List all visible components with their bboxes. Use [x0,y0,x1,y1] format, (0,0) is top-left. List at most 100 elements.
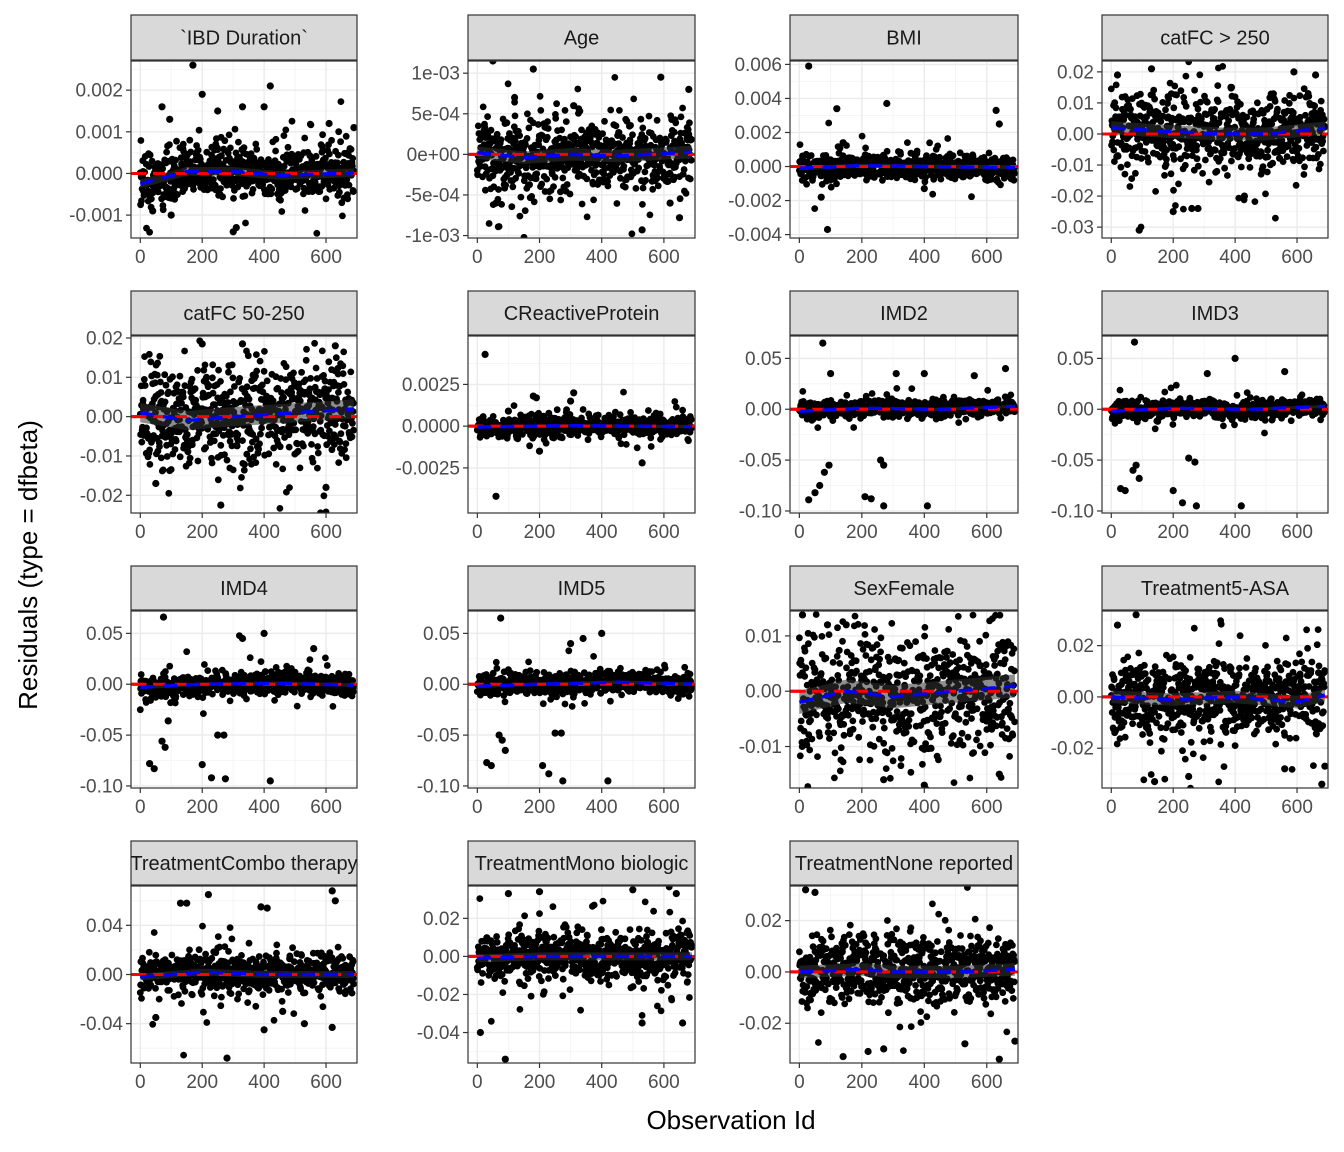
data-point [214,146,222,154]
data-point [294,447,302,455]
data-point [1126,183,1134,190]
x-tick-label: 0 [472,522,483,543]
data-point [516,212,524,220]
data-point [1137,90,1144,98]
data-point [1128,175,1136,183]
data-point [344,388,352,396]
data-point [1213,167,1221,175]
data-point [313,229,321,237]
data-point [284,143,292,151]
data-point [330,184,338,192]
data-point [1268,120,1276,128]
data-point [654,174,662,182]
outlier-point [823,225,832,234]
data-point [200,366,208,374]
data-point [1270,90,1277,98]
data-point [498,201,505,208]
data-point [202,444,210,451]
data-point [195,430,203,437]
data-point [223,456,231,464]
data-point [641,135,649,142]
data-point [1263,168,1271,176]
outlier-point [883,99,891,108]
data-point [879,176,886,184]
y-tick-label: 0.001 [75,122,123,143]
data-point [1247,150,1255,158]
data-point [544,125,552,132]
x-tick-label: 200 [846,247,878,268]
data-point [635,164,643,172]
data-point [154,359,162,367]
data-point [1272,214,1279,222]
data-point [318,347,326,355]
data-point [173,381,181,389]
y-tick-label: 0.006 [734,55,782,76]
data-point [1010,176,1018,184]
data-point [178,399,185,407]
data-point [1290,94,1298,102]
data-point [649,185,657,193]
data-point [314,464,321,472]
data-point [225,368,232,376]
data-point [224,399,232,406]
y-tick-label: 0.02 [1057,62,1094,83]
data-point [537,107,545,114]
data-point [176,453,184,461]
data-point [209,389,217,397]
data-point [253,145,261,153]
data-point [526,181,533,189]
outlier-point [1188,204,1196,213]
data-point [143,424,150,432]
y-tick-label: 0.000 [734,157,782,178]
data-point [321,160,329,167]
smooth-trend-line [139,169,354,186]
data-point [645,112,653,120]
data-point [1215,119,1223,127]
data-point [165,388,172,396]
data-point [687,156,695,164]
data-point [285,443,293,451]
outlier-point [920,185,928,193]
outlier-point [657,73,665,81]
data-point [210,176,217,183]
data-point [926,139,933,147]
x-tick-label: 400 [586,247,618,268]
data-point [1211,106,1219,113]
data-point [282,519,289,526]
data-point [645,407,652,414]
data-point [519,430,526,438]
data-point [148,157,156,165]
data-point [290,369,297,377]
data-point [566,411,574,418]
data-point [153,371,161,379]
data-point [1315,151,1322,158]
data-point [578,126,585,134]
facet-title: catFC > 250 [1160,28,1270,50]
data-point [559,174,567,182]
data-point [335,459,343,466]
data-point [583,213,591,221]
y-tick-label: 0.01 [1057,93,1094,114]
outlier-point [238,103,247,111]
data-point [1122,111,1130,119]
data-point [314,449,322,457]
data-point [1221,164,1228,172]
data-point [1182,72,1190,80]
data-point [233,442,241,450]
data-point [1182,103,1190,110]
outlier-point [570,389,578,397]
outlier-point [198,90,206,98]
x-tick-label: 0 [135,247,146,268]
outlier-point [1169,208,1177,216]
data-point [280,394,287,401]
data-point [1112,104,1120,112]
data-point [312,152,320,160]
data-point [303,345,310,353]
data-point [171,446,179,453]
data-point [215,366,223,374]
panel-plot-area [468,350,695,500]
outlier-point [675,214,684,222]
data-point [169,373,176,381]
data-point [868,390,876,397]
